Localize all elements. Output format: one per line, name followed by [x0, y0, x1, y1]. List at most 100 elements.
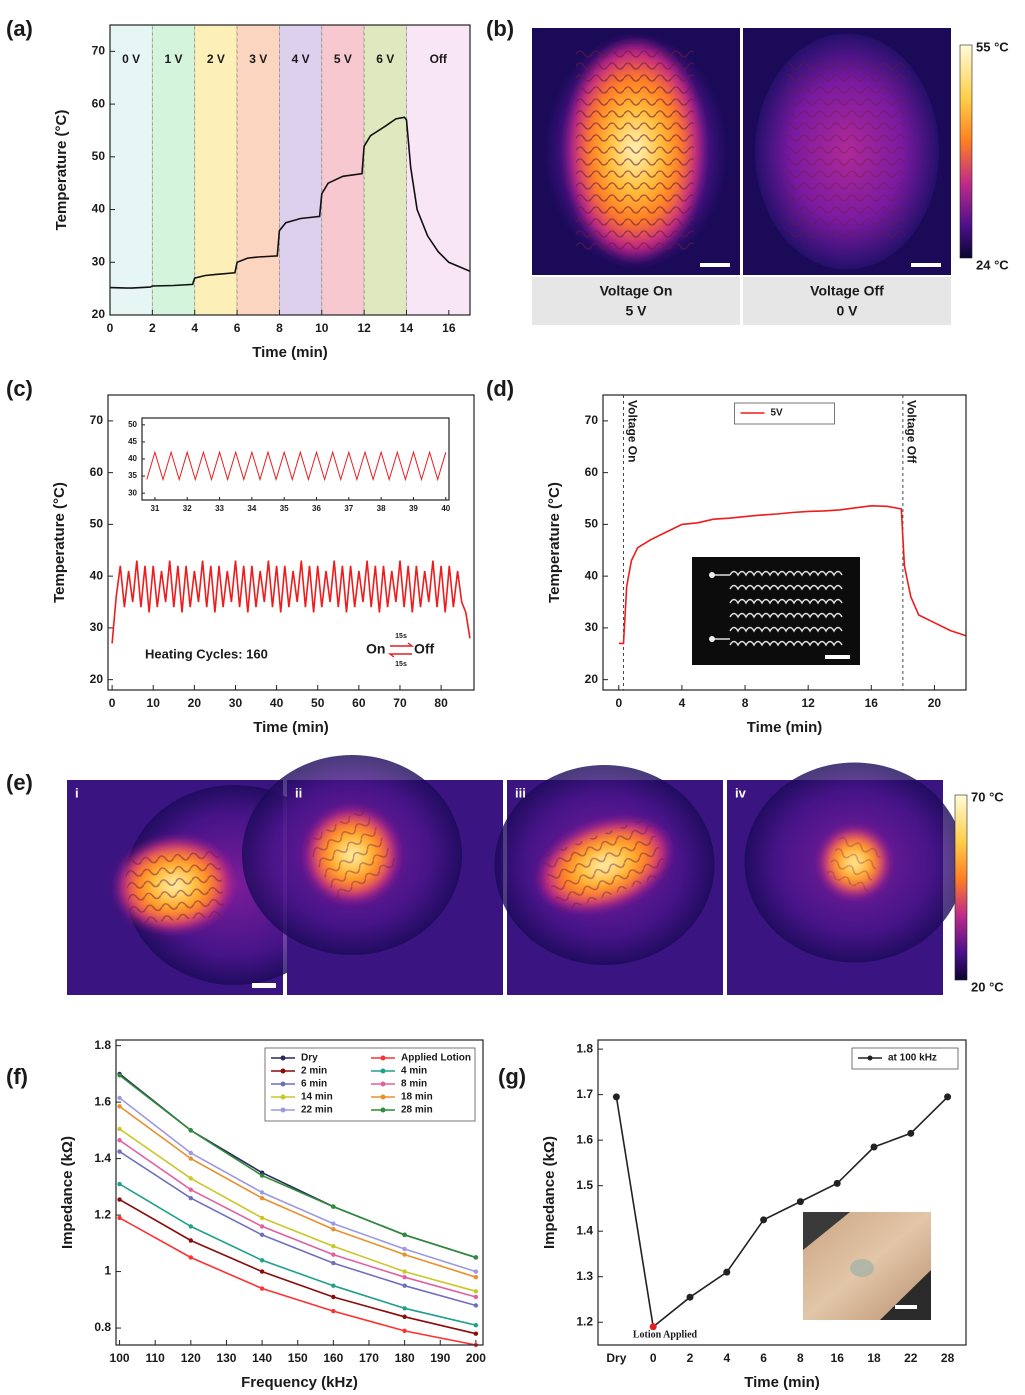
data-point: [259, 1286, 265, 1291]
legend-swatch-dot: [280, 1107, 286, 1113]
series-line: [119, 1139, 477, 1298]
data-point: [870, 1143, 878, 1151]
plot-background: [142, 418, 449, 500]
y-tick-label: 45: [128, 437, 137, 446]
x-tick-label: 30: [229, 696, 243, 710]
x-tick-label: 12: [801, 696, 815, 710]
x-tick-label: 40: [441, 504, 450, 513]
x-tick-label: 34: [247, 504, 256, 513]
y-tick-label: 1.8: [94, 1038, 111, 1052]
series-line: [119, 1097, 477, 1273]
band-label: 5 V: [334, 52, 352, 66]
x-tick-label: 31: [150, 504, 159, 513]
data-point: [188, 1195, 194, 1201]
data-point: [402, 1328, 407, 1334]
legend-label: 4 min: [401, 1066, 427, 1077]
y-tick-label: 60: [92, 96, 106, 110]
data-point: [117, 1138, 122, 1143]
y-tick-label: 30: [128, 488, 137, 497]
x-tick-label: Dry: [606, 1351, 626, 1365]
data-point: [402, 1246, 407, 1252]
y-tick-label: 1.6: [94, 1094, 111, 1108]
y-tick-label: 40: [90, 568, 104, 582]
x-tick-label: 16: [442, 321, 456, 335]
x-tick-label: 200: [466, 1351, 486, 1365]
legend-swatch-dot: [380, 1055, 386, 1061]
y-tick-label: 50: [585, 517, 599, 531]
x-tick-label: 130: [216, 1351, 236, 1365]
image-label: ii: [295, 785, 302, 800]
arrow: [387, 653, 412, 658]
x-tick-label: 40: [270, 696, 284, 710]
y-tick-label: 1.2: [576, 1314, 593, 1328]
data-point: [331, 1294, 336, 1300]
scale-bar: [895, 1305, 917, 1309]
y-tick-label: 20: [585, 672, 599, 686]
x-tick-label: 16: [865, 696, 879, 710]
data-point: [723, 1268, 731, 1276]
image-label: iv: [735, 785, 747, 800]
y-tick-label: 40: [585, 568, 599, 582]
y-tick-label: 60: [90, 465, 104, 479]
legend-swatch-dot: [280, 1068, 286, 1074]
x-axis-title: Time (min): [252, 344, 328, 361]
x-axis-title: Time (min): [747, 719, 823, 736]
legend-label: 18 min: [401, 1092, 433, 1103]
data-point: [331, 1221, 336, 1226]
band: [151, 24, 196, 316]
plot-frame: [115, 1039, 484, 1346]
data-point: [760, 1216, 768, 1224]
caption-line: Voltage On: [600, 283, 673, 299]
band: [406, 24, 471, 316]
y-tick-label: 70: [585, 413, 599, 427]
data-point: [259, 1224, 265, 1229]
legend-swatch-dot: [380, 1107, 386, 1113]
x-tick-label: 33: [215, 504, 224, 513]
y-axis-title: Temperature (°C): [51, 482, 68, 603]
image-label: iii: [515, 785, 526, 800]
colorbar-min: 24 °C: [976, 257, 1009, 272]
plot-frame: [597, 1039, 967, 1346]
data-point: [402, 1275, 407, 1280]
data-point: [331, 1204, 336, 1209]
x-tick-label: 80: [434, 696, 448, 710]
data-point: [188, 1187, 194, 1192]
legend-swatch-dot: [280, 1081, 286, 1087]
heater-pattern: [304, 807, 400, 903]
colorbar-max: 70 °C: [971, 789, 1004, 804]
x-tick-label: 0: [107, 321, 114, 335]
data-point: [188, 1238, 194, 1243]
data-point: [473, 1255, 479, 1260]
data-point: [259, 1269, 265, 1274]
x-tick-label: 8: [742, 696, 749, 710]
serpentine: [729, 612, 843, 619]
heater-pattern: [787, 58, 905, 243]
x-tick-label: 2: [149, 321, 156, 335]
x-tick-label: 8: [276, 321, 283, 335]
annotation: On: [366, 641, 385, 657]
x-tick-label: 0: [615, 696, 622, 710]
x-tick-label: 16: [831, 1351, 845, 1365]
data-point: [833, 1179, 841, 1187]
data-point: [402, 1232, 407, 1238]
y-tick-label: 50: [92, 149, 106, 163]
x-axis-title: Time (min): [744, 1374, 820, 1391]
legend-swatch-dot: [380, 1094, 386, 1100]
y-tick-label: 50: [90, 517, 104, 531]
x-tick-label: 110: [146, 1351, 166, 1365]
heater-pattern: [540, 817, 669, 913]
x-tick-label: 190: [430, 1351, 450, 1365]
panel-label: (g): [498, 1064, 526, 1089]
data-point: [907, 1129, 915, 1137]
band-label: 0 V: [122, 52, 140, 66]
legend-box: [264, 1047, 476, 1122]
serpentine: [729, 626, 843, 633]
legend-label: 2 min: [301, 1066, 327, 1077]
heater-pattern: [124, 845, 225, 925]
data-point: [259, 1258, 265, 1263]
pad: [709, 572, 715, 578]
legend-swatch-dot: [380, 1068, 386, 1074]
data-point: [117, 1095, 122, 1101]
data-point: [117, 1126, 122, 1132]
